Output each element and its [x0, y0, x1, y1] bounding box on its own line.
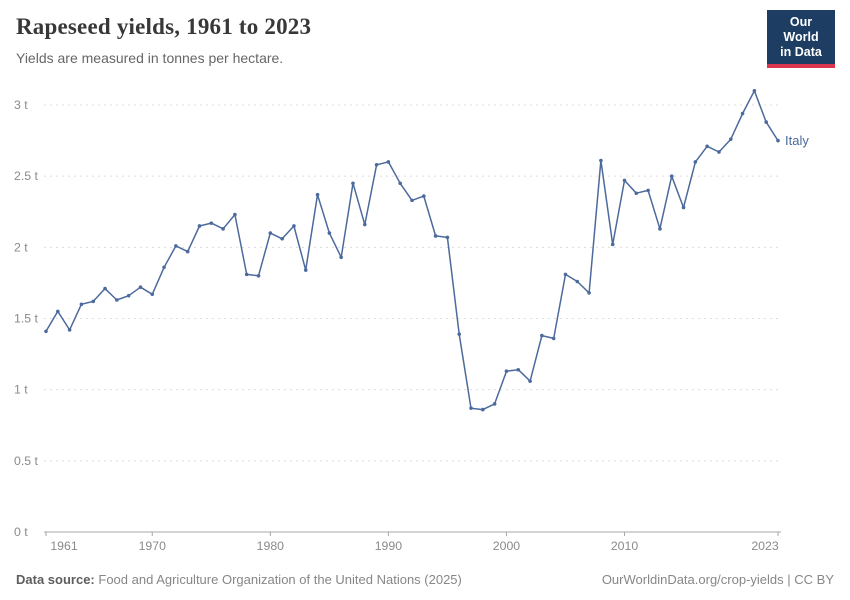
owid-url-link[interactable]: OurWorldinData.org/crop-yields	[601, 572, 784, 587]
data-point	[776, 138, 780, 143]
series-line-italy[interactable]	[45, 90, 779, 411]
data-point	[386, 160, 391, 164]
series-end-label[interactable]: Italy	[785, 133, 809, 148]
page-title: Rapeseed yields, 1961 to 2023	[16, 14, 312, 39]
data-point	[575, 279, 580, 284]
y-axis-label: 1.5 t	[14, 312, 39, 326]
data-point	[658, 227, 662, 231]
data-point	[303, 268, 308, 272]
data-point	[445, 235, 450, 240]
y-axis-label: 1 t	[14, 383, 28, 397]
data-point	[504, 369, 509, 373]
data-point	[681, 205, 686, 210]
data-point	[185, 249, 190, 254]
data-point	[764, 120, 768, 124]
data-point	[339, 255, 343, 260]
data-point	[103, 286, 107, 291]
data-point	[79, 302, 84, 307]
y-axis-label: 3 t	[14, 98, 28, 112]
data-point	[327, 231, 332, 235]
data-source: Data source: Food and Agriculture Organi…	[16, 572, 462, 587]
footer-separator: |	[783, 572, 795, 587]
data-point	[209, 221, 214, 225]
data-point	[91, 299, 96, 304]
data-point	[551, 336, 556, 341]
y-axis-label: 2 t	[14, 240, 28, 254]
data-point	[516, 367, 521, 372]
data-point	[138, 285, 143, 289]
data-point	[351, 181, 355, 186]
data-point	[280, 236, 284, 241]
data-point	[422, 194, 426, 198]
chart-subtitle: Yields are measured in tonnes per hectar…	[16, 50, 284, 66]
data-point	[610, 242, 615, 247]
data-point	[669, 174, 674, 178]
data-point	[728, 137, 733, 141]
y-axis-label: 0.5 t	[14, 454, 39, 468]
data-point	[162, 265, 166, 270]
data-point	[292, 224, 296, 228]
chart-footer: Data source: Food and Agriculture Organi…	[16, 572, 834, 587]
data-point	[56, 309, 60, 314]
data-point	[174, 244, 178, 248]
data-source-label: Data source:	[16, 572, 95, 587]
cc-by-link[interactable]: CC BY	[794, 572, 834, 587]
data-point	[752, 88, 757, 93]
data-point	[646, 188, 650, 193]
data-point	[244, 272, 249, 277]
data-point	[221, 227, 225, 231]
x-axis-label: 1970	[139, 539, 167, 553]
data-point	[44, 329, 48, 334]
data-point	[197, 224, 202, 228]
y-axis-label: 2.5 t	[14, 169, 39, 183]
data-point	[410, 198, 414, 203]
owid-logo[interactable]: Our World in Data	[767, 10, 835, 68]
data-point	[740, 111, 745, 116]
data-point	[693, 160, 698, 164]
data-point	[528, 379, 532, 383]
rapeseed-yields-line-chart[interactable]: 0 t 0.5 t 1 t 1.5 t 2 t 2.5 t 3 t 1961 1970 1980 1…	[0, 80, 850, 565]
data-point	[233, 212, 237, 217]
data-point	[599, 158, 603, 163]
x-axis-label: 1961	[50, 539, 78, 553]
data-point	[115, 298, 119, 302]
data-point	[256, 274, 261, 278]
owid-logo-line1: Our World	[783, 15, 819, 44]
data-point	[67, 328, 72, 332]
data-point	[469, 406, 473, 410]
footer-links: OurWorldinData.org/crop-yields | CC BY	[602, 572, 834, 587]
data-point	[634, 191, 639, 196]
data-point	[622, 178, 627, 183]
data-point	[717, 150, 721, 154]
data-point	[150, 292, 155, 297]
data-point	[563, 272, 568, 277]
y-axis-label: 0 t	[14, 525, 28, 539]
data-point	[398, 181, 402, 186]
data-point	[374, 162, 379, 167]
x-axis-label: 1980	[257, 539, 285, 553]
data-point	[540, 333, 544, 338]
data-point	[268, 231, 273, 235]
x-axis-label: 1990	[375, 539, 403, 553]
data-point	[362, 222, 367, 227]
data-point	[705, 144, 709, 149]
data-point	[457, 332, 462, 336]
data-point	[492, 402, 497, 406]
x-axis-label: 2000	[493, 539, 521, 553]
data-point	[315, 192, 320, 197]
data-point	[433, 234, 438, 238]
data-source-text: Food and Agriculture Organization of the…	[98, 572, 462, 587]
x-axis-label: 2010	[611, 539, 639, 553]
data-point	[587, 291, 591, 295]
x-axis-label: 2023	[751, 539, 779, 553]
data-point	[481, 407, 485, 412]
owid-logo-line2: in Data	[780, 45, 822, 59]
data-point	[126, 293, 131, 298]
